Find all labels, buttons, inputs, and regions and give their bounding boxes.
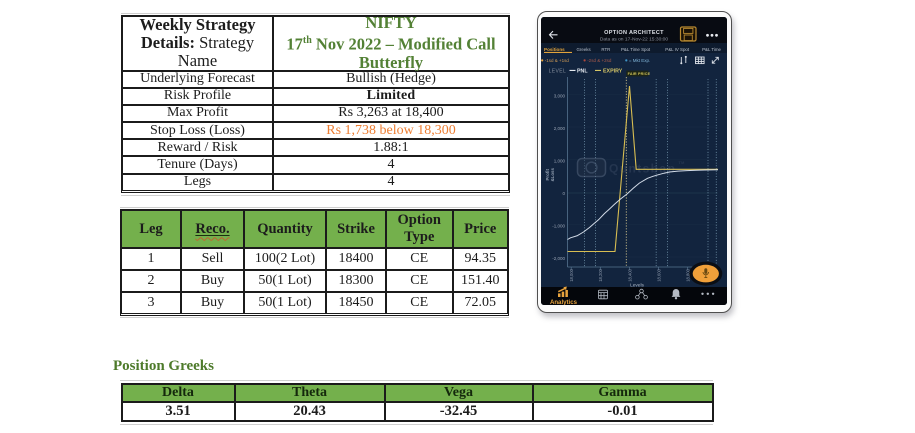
svg-text:Positions: Positions <box>544 47 565 52</box>
svg-text:18,400: 18,400 <box>627 269 632 282</box>
svg-text:-2,000: -2,000 <box>552 256 565 261</box>
svg-text:EXPIRY: EXPIRY <box>603 68 623 74</box>
svg-text:1,000: 1,000 <box>554 158 566 163</box>
svg-text:P&L Time: P&L Time <box>702 47 721 52</box>
svg-text:3,000: 3,000 <box>554 93 566 98</box>
svg-text:PNL: PNL <box>577 68 588 74</box>
svg-text:-1,000: -1,000 <box>552 223 565 228</box>
svg-text:LEVEL: LEVEL <box>549 68 567 74</box>
svg-text:18,000: 18,000 <box>569 269 574 282</box>
svg-text:TM: TM <box>679 160 685 165</box>
svg-text:2,000: 2,000 <box>554 126 566 131</box>
svg-text:18,200: 18,200 <box>598 269 603 282</box>
svg-text:18,800: 18,800 <box>686 269 691 282</box>
svg-text:18,600: 18,600 <box>656 269 661 282</box>
svg-text:Quntsbap: Quntsbap <box>609 162 676 176</box>
svg-text:-2sd & +2sd: -2sd & +2sd <box>587 58 612 63</box>
svg-text:0: 0 <box>562 191 565 196</box>
svg-text:P&L Time Spot: P&L Time Spot <box>621 47 651 52</box>
svg-text:Analytics: Analytics <box>550 299 578 305</box>
svg-text:= Mkt Exp.: = Mkt Exp. <box>629 58 650 63</box>
svg-text:Data as on 17-Nov-22 15:30:00: Data as on 17-Nov-22 15:30:00 <box>600 37 669 43</box>
svg-text:OPTION ARCHITECT: OPTION ARCHITECT <box>604 30 664 36</box>
svg-text:-1sd & +1sd: -1sd & +1sd <box>545 58 570 63</box>
svg-text:Profit: Profit <box>545 169 550 181</box>
svg-text:&Loss: &Loss <box>550 168 555 182</box>
svg-text:RTR: RTR <box>601 47 610 52</box>
svg-text:Levels: Levels <box>630 282 644 288</box>
svg-text:Greeks: Greeks <box>577 47 592 52</box>
svg-text:P&L IV Spot: P&L IV Spot <box>665 47 690 52</box>
svg-text:FAIR PRICE: FAIR PRICE <box>628 72 651 76</box>
